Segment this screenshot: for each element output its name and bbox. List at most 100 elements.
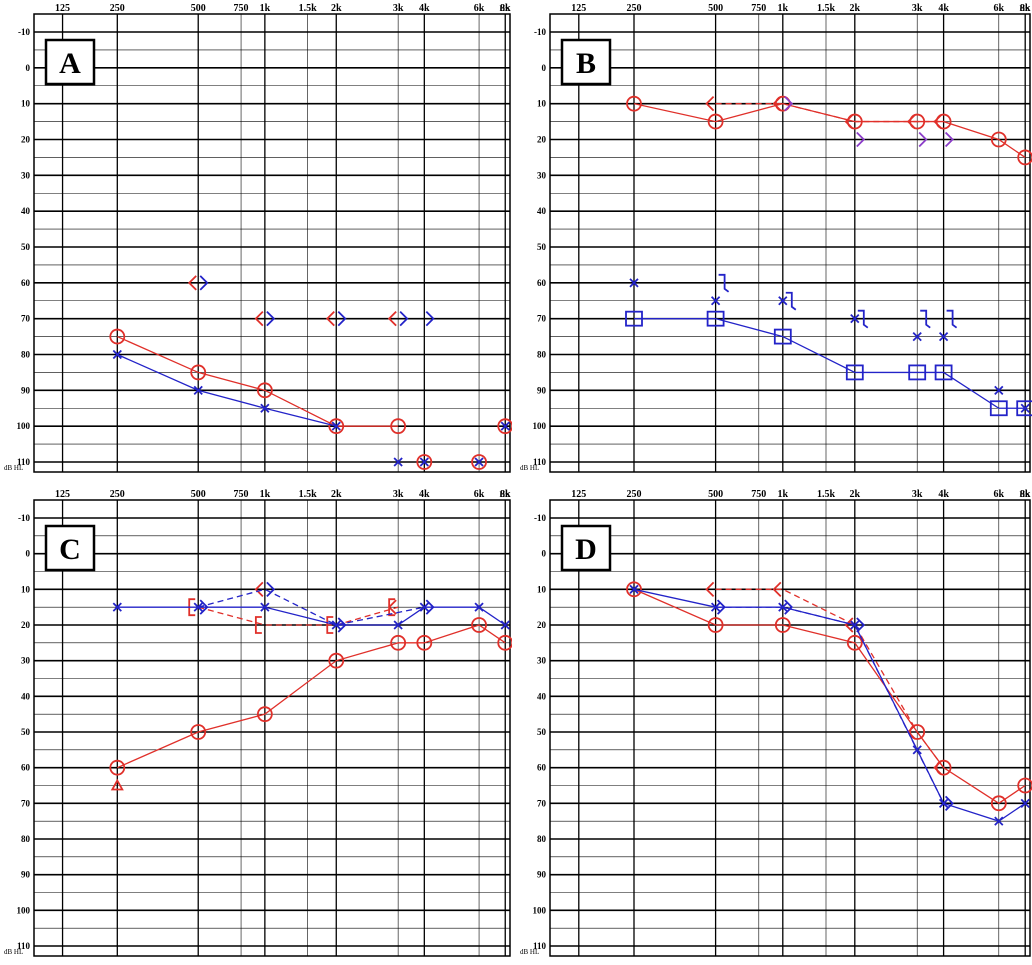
bone-left-mark <box>199 275 209 291</box>
bracket-left-mark <box>857 309 869 329</box>
db-tick-label: 90 <box>537 385 547 395</box>
marker-bracket-left <box>946 309 958 329</box>
freq-tick-label: 500 <box>191 3 206 14</box>
freq-unit-label: Hz <box>1019 490 1029 499</box>
freq-tick-label: 500 <box>708 489 723 500</box>
bracket-right-mark <box>326 616 334 634</box>
panel-letter-box <box>560 38 612 86</box>
series-line <box>715 588 945 769</box>
marker-circle <box>909 724 926 740</box>
freq-tick-label: 250 <box>627 489 642 500</box>
circle-mark <box>990 131 1007 148</box>
freq-tick-label: 2k <box>850 3 861 14</box>
marker-bone-right <box>933 113 943 130</box>
x-mark <box>994 816 1004 826</box>
marker-bone-right <box>254 311 264 327</box>
marker-x <box>710 602 721 612</box>
db-tick-label: 10 <box>21 99 31 109</box>
db-tick-label: 90 <box>21 870 31 880</box>
marker-bone-right <box>933 760 943 776</box>
marker-circle <box>471 617 487 633</box>
circle-mark <box>328 418 345 435</box>
marker-circle <box>990 131 1007 148</box>
db-tick-label: 30 <box>537 170 547 180</box>
bone-right-mark <box>772 581 782 597</box>
circle-mark <box>109 328 126 345</box>
freq-tick-label: 6k <box>994 3 1005 14</box>
x-mark <box>260 403 270 413</box>
marker-square <box>845 364 864 381</box>
marker-bone-left <box>199 599 209 615</box>
db-tick-label: 110 <box>533 941 547 951</box>
marker-circle <box>109 759 126 776</box>
marker-x <box>419 457 429 467</box>
bone-left-mark <box>716 599 726 615</box>
marker-x <box>938 331 949 342</box>
freq-tick-label: 250 <box>110 3 125 14</box>
marker-bone-right <box>325 311 335 327</box>
marker-x <box>850 314 860 324</box>
freq-tick-label: 4k <box>938 489 949 500</box>
db-tick-label: 50 <box>537 727 547 737</box>
circle-mark <box>774 617 791 633</box>
db-tick-label: 80 <box>537 834 547 844</box>
marker-bone-left <box>399 311 409 327</box>
db-tick-label: 100 <box>533 421 547 431</box>
marker-bracket-left <box>857 309 869 329</box>
freq-tick-label: 8k <box>1020 489 1031 500</box>
db-tick-label: 10 <box>537 99 547 109</box>
x-mark <box>994 385 1004 395</box>
marker-x <box>112 349 122 360</box>
bone-right-mark <box>254 581 264 597</box>
x-mark <box>331 421 341 431</box>
bone-left-mark <box>944 131 954 148</box>
x-mark <box>474 457 484 467</box>
x-mark <box>193 385 203 395</box>
freq-tick-label: 250 <box>627 3 642 14</box>
db-tick-label: 20 <box>21 135 31 145</box>
bone-left-mark <box>856 131 866 148</box>
circle-mark <box>1017 777 1032 794</box>
marker-bone-right <box>705 581 715 597</box>
db-tick-label: 90 <box>537 870 547 880</box>
marker-circle <box>626 581 642 598</box>
db-tick-label: 90 <box>21 385 31 395</box>
bone-right-mark <box>906 113 916 130</box>
marker-bone-left <box>716 599 726 615</box>
marker-bone-left <box>918 131 928 148</box>
marker-x <box>629 584 639 594</box>
marker-bone-right <box>772 96 782 112</box>
marker-bone-right <box>844 113 854 130</box>
bracket-left-mark <box>920 309 931 329</box>
freq-tick-label: 8k <box>500 3 511 14</box>
freq-tick-label: 125 <box>55 489 70 500</box>
marker-circle <box>256 382 273 399</box>
marker-bone-left <box>944 795 954 811</box>
db-tick-label: 10 <box>21 584 31 594</box>
marker-circle <box>256 706 273 723</box>
series-line <box>117 606 506 626</box>
bone-left-mark <box>199 599 209 615</box>
marker-square <box>773 328 792 345</box>
marker-circle <box>416 454 433 470</box>
x-mark <box>912 331 922 342</box>
freq-tick-label: 125 <box>55 3 70 14</box>
x-mark <box>778 602 788 612</box>
marker-x <box>1020 798 1030 808</box>
db-tick-label: 100 <box>533 905 547 915</box>
plot-frame <box>33 499 511 957</box>
freq-tick-label: 500 <box>191 489 206 500</box>
freq-tick-label: 4k <box>419 489 430 500</box>
marker-bone-left <box>784 599 794 615</box>
bracket-left-mark <box>718 273 730 293</box>
db-tick-label: 50 <box>537 242 547 252</box>
plot-frame <box>549 13 1031 473</box>
x-mark <box>1020 798 1030 808</box>
freq-tick-label: 3k <box>912 489 923 500</box>
marker-x <box>331 421 341 431</box>
marker-square <box>706 310 725 327</box>
bone-right-mark <box>844 617 854 633</box>
marker-x <box>393 457 403 467</box>
freq-tick-label: 4k <box>419 3 430 14</box>
freq-tick-label: 2k <box>331 489 342 500</box>
